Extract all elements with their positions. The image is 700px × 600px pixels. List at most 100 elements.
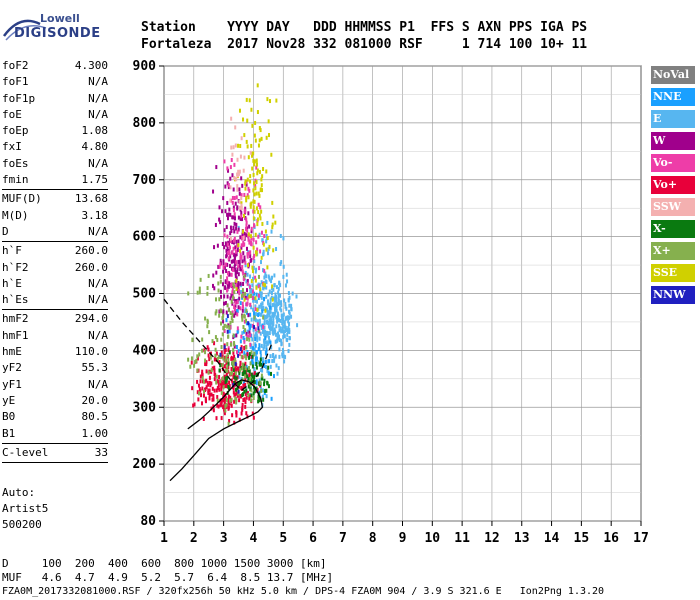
echo-point <box>245 388 248 393</box>
echo-point <box>235 413 238 418</box>
echo-point <box>241 264 244 269</box>
echo-point <box>259 331 262 336</box>
echo-point <box>281 316 284 321</box>
x-tick-label: 16 <box>603 531 619 546</box>
echo-point <box>244 354 247 359</box>
echo-point <box>253 209 256 214</box>
echo-point <box>285 328 288 333</box>
echo-point <box>277 313 280 318</box>
echo-point <box>224 262 227 267</box>
echo-point <box>224 403 227 408</box>
echo-point <box>259 386 262 391</box>
echo-point <box>266 332 269 337</box>
param-name: MUF(D) <box>2 192 42 206</box>
y-tick-label: 900 <box>133 59 157 74</box>
param-value: 260.0 <box>74 260 108 274</box>
echo-point <box>248 330 251 335</box>
legend-item: SSE <box>651 264 695 286</box>
echo-point <box>279 233 282 238</box>
echo-point <box>245 226 248 231</box>
echo-point <box>251 337 254 342</box>
echo-point <box>270 319 273 324</box>
echo-point <box>272 315 275 320</box>
echo-point <box>208 380 211 385</box>
echo-point <box>261 329 264 334</box>
echo-point <box>218 375 221 380</box>
echo-point <box>230 259 233 264</box>
echo-point <box>228 380 231 385</box>
echo-point <box>255 365 258 370</box>
echo-point <box>223 265 226 270</box>
echo-point <box>263 363 266 368</box>
echo-point <box>234 271 237 276</box>
echo-point <box>226 166 229 171</box>
echo-point <box>265 239 268 244</box>
echo-point <box>227 308 230 313</box>
x-tick-label: 2 <box>190 531 198 546</box>
echo-point <box>235 410 238 415</box>
echo-point <box>224 358 227 363</box>
echo-point <box>227 394 230 399</box>
echo-point <box>192 403 195 408</box>
echo-point <box>240 214 243 219</box>
echo-point <box>206 286 209 291</box>
echo-point <box>288 295 291 300</box>
echo-point <box>212 397 215 402</box>
echo-point <box>240 206 243 211</box>
logo-graphic <box>2 19 47 41</box>
echo-point <box>228 329 231 334</box>
echo-point <box>255 191 258 196</box>
logo-text-bottom: DIGISONDE <box>14 26 101 41</box>
echo-point <box>218 368 221 373</box>
echo-point <box>225 254 228 259</box>
echo-point <box>265 365 268 370</box>
echo-point <box>265 388 268 393</box>
echo-point <box>240 243 243 248</box>
echo-point <box>250 107 253 112</box>
echo-point <box>196 390 199 395</box>
echo-point <box>273 283 276 288</box>
echo-point <box>264 359 267 364</box>
echo-point <box>219 258 222 263</box>
echo-point <box>217 264 220 269</box>
echo-point <box>230 299 233 304</box>
y-tick-label: 200 <box>133 457 157 472</box>
echo-point <box>239 290 242 295</box>
echo-point <box>255 312 258 317</box>
echo-point <box>205 369 208 374</box>
echo-point <box>215 388 218 393</box>
echo-point <box>251 283 254 288</box>
echo-point <box>232 375 235 380</box>
echo-point <box>238 263 241 268</box>
echo-point <box>271 312 274 317</box>
echo-point <box>202 379 205 384</box>
echo-point <box>255 356 258 361</box>
echo-point <box>228 251 231 256</box>
echo-point <box>251 358 254 363</box>
echo-point <box>277 366 280 371</box>
echo-point <box>247 313 250 318</box>
echo-point <box>238 381 241 386</box>
param-row: h`E N/A <box>2 276 108 292</box>
echo-point <box>212 189 215 194</box>
echo-point <box>224 379 227 384</box>
echo-point <box>245 198 248 203</box>
echo-point <box>234 143 237 148</box>
echo-point <box>282 324 285 329</box>
echo-point <box>245 97 248 102</box>
echo-point <box>247 368 250 373</box>
echo-point <box>266 265 269 270</box>
echo-point <box>276 311 279 316</box>
echo-point <box>230 366 233 371</box>
echo-point <box>233 344 236 349</box>
echo-point <box>246 228 249 233</box>
echo-point <box>241 288 244 293</box>
echo-point <box>265 274 268 279</box>
echo-point <box>234 396 237 401</box>
echo-point <box>259 283 262 288</box>
echo-point <box>229 236 232 241</box>
echo-point <box>221 282 224 287</box>
echo-point <box>265 348 268 353</box>
echo-point <box>275 285 278 290</box>
echo-point <box>274 292 277 297</box>
